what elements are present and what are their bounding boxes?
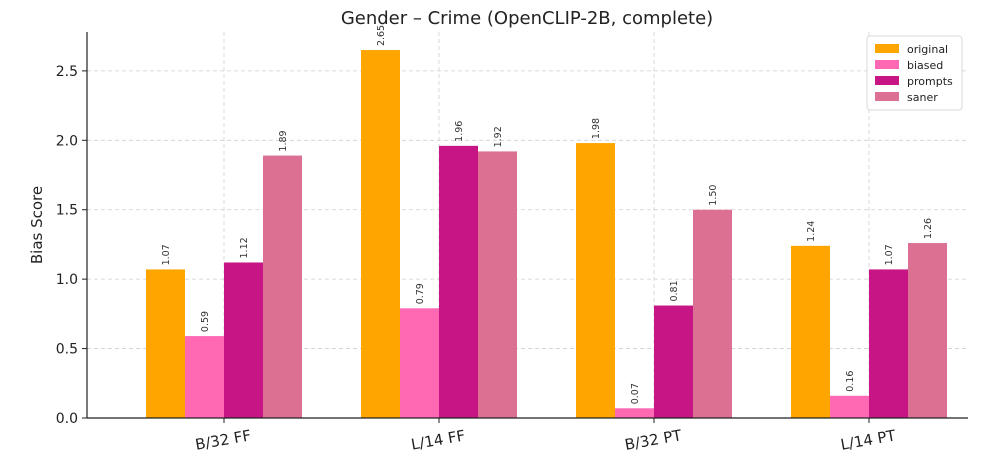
bar-biased [400,308,439,418]
bar-saner [478,151,517,418]
bar-value-label: 1.96 [454,121,465,142]
y-tick-label: 0.0 [56,411,78,427]
legend: original biased prompts saner [866,35,963,111]
bar-original [576,143,615,418]
y-tick-label: 0.5 [56,342,78,358]
legend-swatch-saner [875,92,899,101]
x-tick-label: B/32 FF [194,426,253,454]
bar-prompts [224,262,263,418]
legend-swatch-prompts [875,76,899,85]
bar-saner [908,243,947,418]
bar-value-labels: 1.07 2.65 1.98 1.24 0.59 0.79 0.07 0.16 1.12 1.96… [161,25,934,404]
bar-value-label: 0.79 [415,283,426,304]
bar-value-label: 2.65 [376,25,387,46]
legend-swatch-biased [875,60,899,69]
x-tick-label: B/32 PT [623,426,683,454]
legend-label-original: original [907,43,948,56]
bar-prompts [869,269,908,418]
bar-value-label: 1.07 [161,244,172,265]
bar-saner [693,209,732,418]
bar-value-label: 0.16 [845,371,856,392]
bar-biased [185,336,224,418]
y-tick-label: 2.5 [56,64,78,80]
bar-value-label: 1.26 [923,218,934,239]
x-tick-label: L/14 PT [839,426,898,454]
bar-value-label: 0.59 [200,311,211,332]
bar-saner [263,155,302,418]
x-tick-label: L/14 FF [410,426,467,453]
bars [146,50,947,419]
bar-original [791,245,830,418]
y-axis-label: Bias Score [28,186,46,264]
bar-value-label: 1.24 [806,221,817,242]
legend-label-saner: saner [907,91,938,104]
legend-swatch-original [875,44,899,53]
y-tick-label: 2.0 [56,133,78,149]
bar-original [146,269,185,418]
bar-prompts [654,305,693,418]
bar-value-label: 0.07 [630,383,641,404]
y-tick-label: 1.0 [56,272,78,288]
bar-value-label: 1.12 [239,237,250,258]
bar-original [361,50,400,419]
bar-value-label: 1.92 [493,126,504,147]
legend-label-biased: biased [907,59,943,72]
bar-value-label: 1.89 [278,130,289,151]
bar-value-label: 0.81 [669,280,680,301]
bar-biased [830,395,869,418]
bar-value-label: 1.50 [708,185,719,206]
bar-value-label: 1.07 [884,244,895,265]
bar-biased [615,408,654,418]
legend-label-prompts: prompts [907,75,953,88]
bar-prompts [439,145,478,418]
y-tick-label: 1.5 [56,203,78,219]
bar-value-label: 1.98 [591,118,602,139]
chart-title: Gender – Crime (OpenCLIP-2B, complete) [341,8,713,29]
legend-box [866,35,963,111]
